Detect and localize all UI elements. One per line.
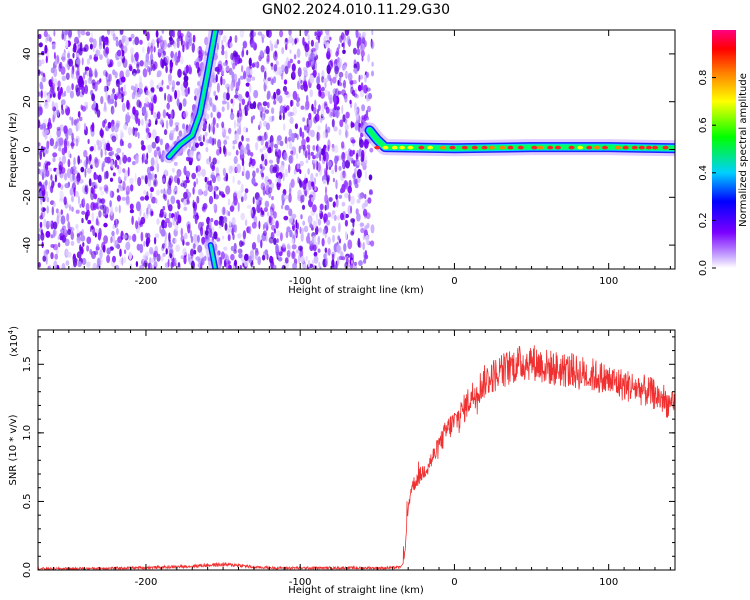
- y-tick-label: 1.5: [22, 356, 33, 372]
- x-tick-label: 100: [599, 577, 618, 588]
- y-tick-label: 0: [22, 146, 33, 152]
- x-tick-label: -100: [289, 577, 312, 588]
- colorbar-tick-label: 0.4: [698, 165, 709, 181]
- spectrogram-plot-area: [38, 30, 675, 269]
- colorbar-gradient: [712, 30, 736, 268]
- snr-scale-label: (x104): [7, 326, 20, 357]
- snr-panel: -200 -100 0 100 0.0 0.5 1.0 1.5 Height of strai…: [7, 326, 676, 596]
- main-ridge: [361, 122, 675, 157]
- colorbar-tick-label: 0.0: [698, 260, 709, 276]
- spectrogram-ylabel: Frequency (Hz): [8, 112, 19, 188]
- snr-scale-close: ): [9, 326, 20, 330]
- curved-ridge: [162, 30, 222, 164]
- y-tick-label: 0.0: [22, 562, 33, 578]
- x-tick-label: -200: [135, 577, 158, 588]
- spectrogram-xlabel: Height of straight line (km): [288, 285, 424, 296]
- colorbar-tick-label: 0.6: [698, 117, 709, 133]
- colorbar-tick-label: 0.8: [698, 70, 709, 86]
- x-tick-label: 0: [451, 577, 457, 588]
- snr-scale-exponent: 4: [7, 329, 15, 334]
- y-tick-label: 40: [22, 48, 33, 61]
- x-tick-label: 0: [451, 276, 457, 287]
- y-tick-label: -40: [22, 237, 33, 253]
- x-tick-label: -200: [135, 276, 158, 287]
- y-tick-label: 0.5: [22, 493, 33, 509]
- snr-xlabel: Height of straight line (km): [288, 585, 424, 596]
- x-tick-label: -100: [289, 276, 312, 287]
- lower-streak: [204, 239, 222, 269]
- snr-ticks: -200 -100 0 100 0.0 0.5 1.0 1.5: [22, 330, 675, 588]
- noise-speckles: [38, 30, 375, 269]
- y-tick-label: -20: [22, 189, 33, 205]
- y-tick-label: 20: [22, 95, 33, 108]
- y-tick-label: 1.0: [22, 425, 33, 441]
- colorbar-ticks: 0.0 0.2 0.4 0.6 0.8: [698, 70, 716, 276]
- figure-title: GN02.2024.010.11.29.G30: [262, 2, 450, 18]
- snr-scale-base: (x10: [9, 334, 20, 357]
- snr-frame: [37, 329, 676, 571]
- colorbar-label: Normalized spectral amplitude: [738, 73, 749, 227]
- snr-plot-area: [38, 345, 675, 570]
- snr-ylabel: SNR (10 * v/v): [8, 414, 19, 485]
- snr-trace: [38, 345, 675, 570]
- colorbar: 0.0 0.2 0.4 0.6 0.8 Normalized spectral ampl…: [698, 30, 749, 276]
- x-tick-label: 100: [599, 276, 618, 287]
- colorbar-tick-label: 0.2: [698, 212, 709, 228]
